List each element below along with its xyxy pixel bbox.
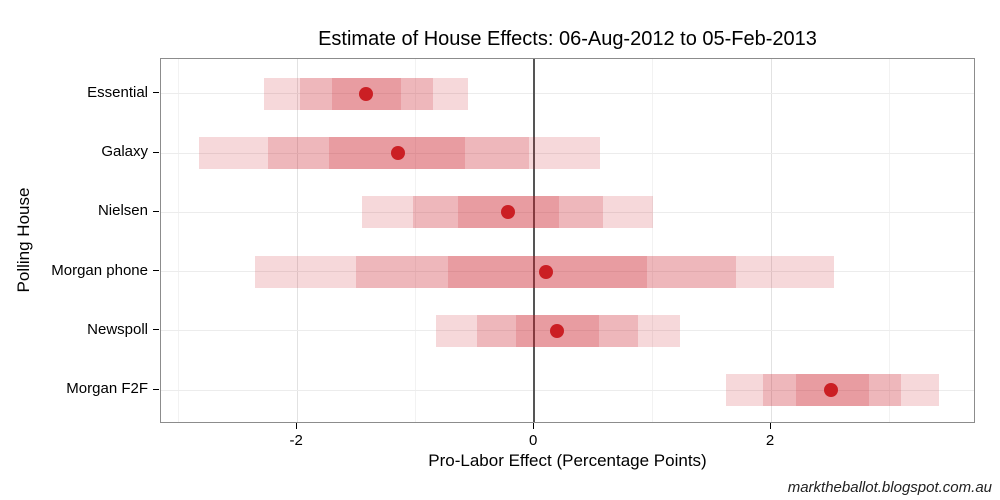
y-tick-label: Galaxy: [101, 143, 148, 161]
x-gridline-minor: [652, 59, 654, 422]
y-axis-tick: [153, 151, 159, 153]
y-tick-label: Morgan phone: [51, 261, 148, 279]
plot-panel: [160, 58, 975, 423]
point-estimate: [501, 205, 516, 220]
x-axis-tick: [769, 423, 771, 429]
x-axis-title: Pro-Labor Effect (Percentage Points): [428, 451, 707, 470]
y-tick-label: Essential: [87, 83, 148, 101]
y-tick-label: Newspoll: [87, 320, 148, 338]
row-gridline: [161, 389, 974, 391]
point-estimate: [824, 383, 839, 398]
row-gridline: [161, 330, 974, 332]
point-estimate: [358, 86, 373, 101]
point-estimate: [549, 323, 564, 338]
y-axis-tick: [153, 270, 159, 272]
x-gridline-major: [770, 59, 772, 422]
y-axis-tick: [153, 388, 159, 390]
x-gridline-minor: [415, 59, 417, 422]
row-gridline: [161, 211, 974, 213]
watermark: marktheballot.blogspot.com.au: [787, 479, 992, 496]
x-gridline-minor: [178, 59, 180, 422]
point-estimate: [390, 146, 405, 161]
x-tick-label: 2: [765, 432, 775, 449]
x-axis-tick: [295, 423, 297, 429]
row-gridline: [161, 93, 974, 95]
y-tick-label: Morgan F2F: [66, 380, 148, 398]
x-gridline-major: [296, 59, 298, 422]
y-axis-tick: [153, 329, 159, 331]
y-axis-title: Polling House: [14, 187, 33, 293]
row-gridline: [161, 271, 974, 273]
x-axis-tick: [532, 423, 534, 429]
x-tick-label: 0: [528, 432, 538, 449]
chart-title: Estimate of House Effects: 06-Aug-2012 t…: [318, 28, 817, 50]
x-tick-label: -2: [289, 432, 303, 449]
point-estimate: [538, 264, 553, 279]
x-gridline-minor: [889, 59, 891, 422]
y-tick-label: Nielsen: [97, 202, 148, 220]
y-axis-tick: [153, 92, 159, 94]
zero-reference-line: [533, 59, 536, 422]
row-gridline: [161, 152, 974, 154]
y-axis-tick: [153, 210, 159, 212]
